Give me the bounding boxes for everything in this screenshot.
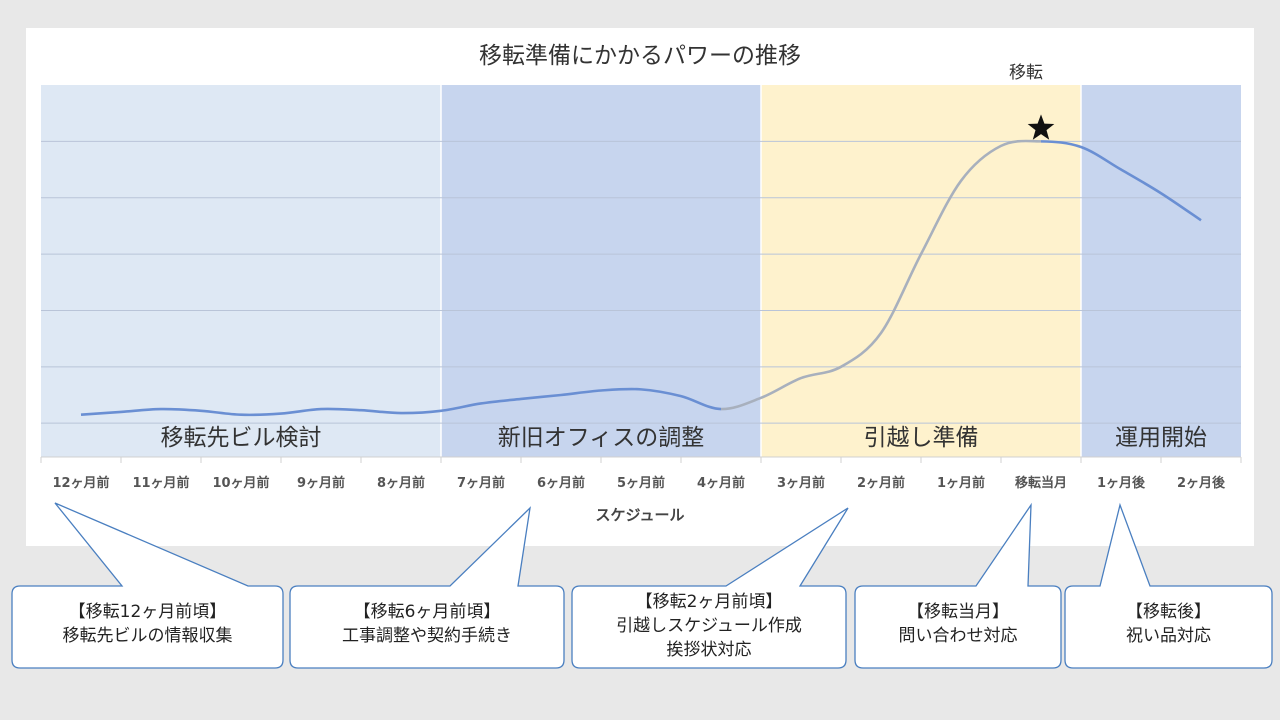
x-tick-label: 1ヶ月前 xyxy=(937,475,985,491)
x-axis-title: スケジュール xyxy=(596,506,685,524)
callout-line: 祝い品対応 xyxy=(1126,626,1211,646)
x-tick-label: 6ヶ月前 xyxy=(537,475,585,491)
chart-title: 移転準備にかかるパワーの推移 xyxy=(479,43,801,69)
x-tick-label: 9ヶ月前 xyxy=(297,475,345,491)
phase-band-1 xyxy=(41,85,441,457)
phase-label-3: 引越し準備 xyxy=(864,425,979,451)
callout-line: 問い合わせ対応 xyxy=(898,626,1018,646)
callout-line: 工事調整や契約手続き xyxy=(342,626,512,646)
phase-band-3 xyxy=(761,85,1081,457)
x-tick-label: 10ヶ月前 xyxy=(212,475,269,491)
callout-line: 【移転12ヶ月前頃】 xyxy=(68,602,227,622)
callout-text-2: 【移転6ヶ月前頃】 工事調整や契約手続き xyxy=(290,600,564,648)
callout-line: 【移転後】 xyxy=(1126,602,1211,622)
star-icon xyxy=(1027,114,1055,140)
phase-label-2: 新旧オフィスの調整 xyxy=(498,425,705,451)
x-tick-label: 移転当月 xyxy=(1015,475,1067,491)
x-tick-label: 5ヶ月前 xyxy=(617,475,665,491)
x-tick-label: 12ヶ月前 xyxy=(52,475,109,491)
x-tick-label: 7ヶ月前 xyxy=(457,475,505,491)
phase-band-4 xyxy=(1081,85,1241,457)
series-line-after xyxy=(1040,140,1202,222)
x-tick-label: 1ヶ月後 xyxy=(1097,475,1146,491)
phase-band-2 xyxy=(441,85,761,457)
x-tick-label: 4ヶ月前 xyxy=(697,475,745,491)
callout-line: 移転先ビルの情報収集 xyxy=(62,626,233,646)
series-line-preparation xyxy=(720,139,1042,411)
callout-line: 挨拶状対応 xyxy=(666,640,752,660)
move-annotation: 移転 xyxy=(1009,63,1043,83)
x-tick-label: 2ヶ月後 xyxy=(1177,475,1226,491)
x-tick-label: 2ヶ月前 xyxy=(857,475,905,491)
callout-line: 【移転当月】 xyxy=(907,602,1009,622)
x-tick-label: 11ヶ月前 xyxy=(132,475,189,491)
callout-line: 【移転2ヶ月前頃】 xyxy=(635,592,783,612)
callout-text-4: 【移転当月】 問い合わせ対応 xyxy=(855,600,1061,648)
phase-label-1: 移転先ビル検討 xyxy=(161,425,322,451)
chart-svg: 移転先ビル検討 新旧オフィスの調整 引越し準備 運用開始 12ヶ月前 11ヶ月前 10ヶ月… xyxy=(40,43,1242,524)
callout-text-3: 【移転2ヶ月前頃】 引越しスケジュール作成 挨拶状対応 xyxy=(572,590,846,662)
x-tick-label: 8ヶ月前 xyxy=(377,475,425,491)
chart-panel: 移転先ビル検討 新旧オフィスの調整 引越し準備 運用開始 12ヶ月前 11ヶ月前 10ヶ月… xyxy=(26,28,1254,546)
phase-label-4: 運用開始 xyxy=(1115,425,1207,451)
callout-line: 引越しスケジュール作成 xyxy=(616,616,802,636)
callout-text-1: 【移転12ヶ月前頃】 移転先ビルの情報収集 xyxy=(12,600,283,648)
x-tick-label: 3ヶ月前 xyxy=(777,475,825,491)
callout-line: 【移転6ヶ月前頃】 xyxy=(353,602,501,622)
series-line-early xyxy=(80,387,722,417)
callout-text-5: 【移転後】 祝い品対応 xyxy=(1065,600,1272,648)
